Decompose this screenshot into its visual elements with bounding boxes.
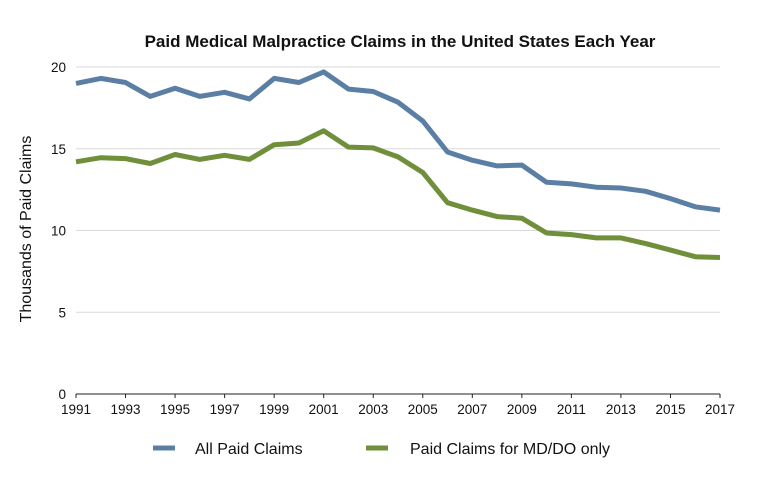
series-line-1	[75, 69, 721, 213]
series-lines	[75, 69, 721, 260]
chart-title: Paid Medical Malpractice Claims in the U…	[145, 32, 656, 51]
gridlines	[76, 66, 720, 313]
x-tick-label-2015: 2015	[655, 402, 685, 417]
y-tick-label-15: 15	[51, 142, 66, 157]
axes: 0 5 10 15 20 1991 1993 1995 1997 1999 2001 2003 2005…	[51, 60, 735, 417]
x-tick-label-1999: 1999	[259, 402, 289, 417]
y-axis-label: Thousands of Paid Claims	[18, 136, 35, 323]
x-tick-label-1991: 1991	[61, 402, 91, 417]
x-tick-label-2011: 2011	[557, 402, 586, 417]
legend-label-2: Paid Claims for MD/DO only	[410, 441, 610, 458]
x-tick-label-2017: 2017	[705, 402, 735, 417]
series-line-2	[75, 128, 721, 260]
y-tick-label-20: 20	[51, 60, 66, 75]
x-tick-label-1993: 1993	[111, 402, 141, 417]
y-tick-label-10: 10	[51, 224, 66, 239]
x-tick-label-2007: 2007	[457, 402, 487, 417]
x-tick-label-2013: 2013	[606, 402, 636, 417]
y-tick-label-5: 5	[58, 305, 66, 320]
x-tick-label-2005: 2005	[408, 402, 438, 417]
x-tick-label-1995: 1995	[160, 402, 190, 417]
x-tick-label-1997: 1997	[210, 402, 240, 417]
y-tick-label-0: 0	[58, 387, 66, 402]
legend: All Paid Claims Paid Claims for MD/DO onl…	[153, 441, 610, 458]
legend-label-1: All Paid Claims	[195, 441, 303, 458]
x-tick-label-2001: 2001	[309, 402, 339, 417]
x-tick-label-2009: 2009	[507, 402, 537, 417]
x-tick-label-2003: 2003	[358, 402, 388, 417]
